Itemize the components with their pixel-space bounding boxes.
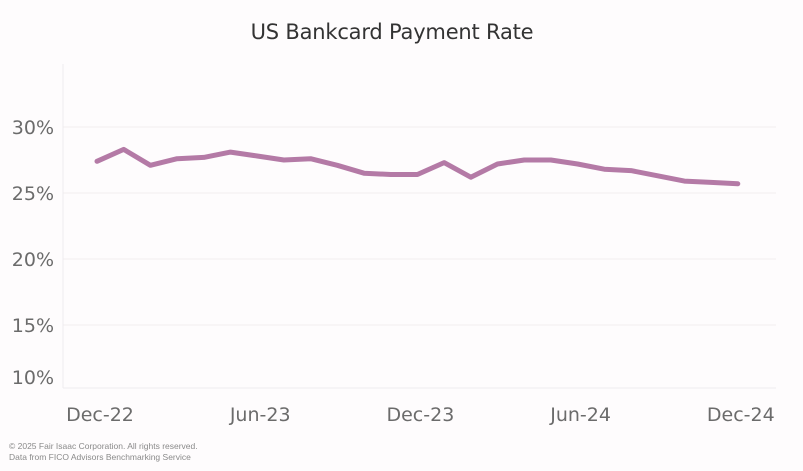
y-tick-label: 25% [12,183,54,205]
y-tick-label: 30% [12,117,54,139]
x-tick-label: Dec-24 [707,404,775,426]
x-tick-label: Dec-23 [386,404,454,426]
y-axis-ticks: 30% 25% 20% 15% 10% [12,117,54,389]
source-text: Data from FICO Advisors Benchmarking Ser… [9,452,191,462]
y-tick-label: 15% [12,315,54,337]
x-tick-label: Jun-24 [549,404,611,426]
y-tick-label: 20% [12,249,54,271]
y-tick-label: 10% [12,367,54,389]
x-tick-label: Dec-22 [66,404,134,426]
plot-area [63,64,776,388]
payment-rate-line [94,146,741,187]
x-tick-label: Jun-23 [229,404,291,426]
chart-footer: © 2025 Fair Isaac Corporation. All right… [9,441,198,463]
chart-title: US Bankcard Payment Rate [250,20,534,44]
gridlines [63,126,776,326]
copyright-text: © 2025 Fair Isaac Corporation. All right… [9,441,198,451]
x-axis-ticks: Dec-22 Jun-23 Dec-23 Jun-24 Dec-24 [66,404,775,426]
